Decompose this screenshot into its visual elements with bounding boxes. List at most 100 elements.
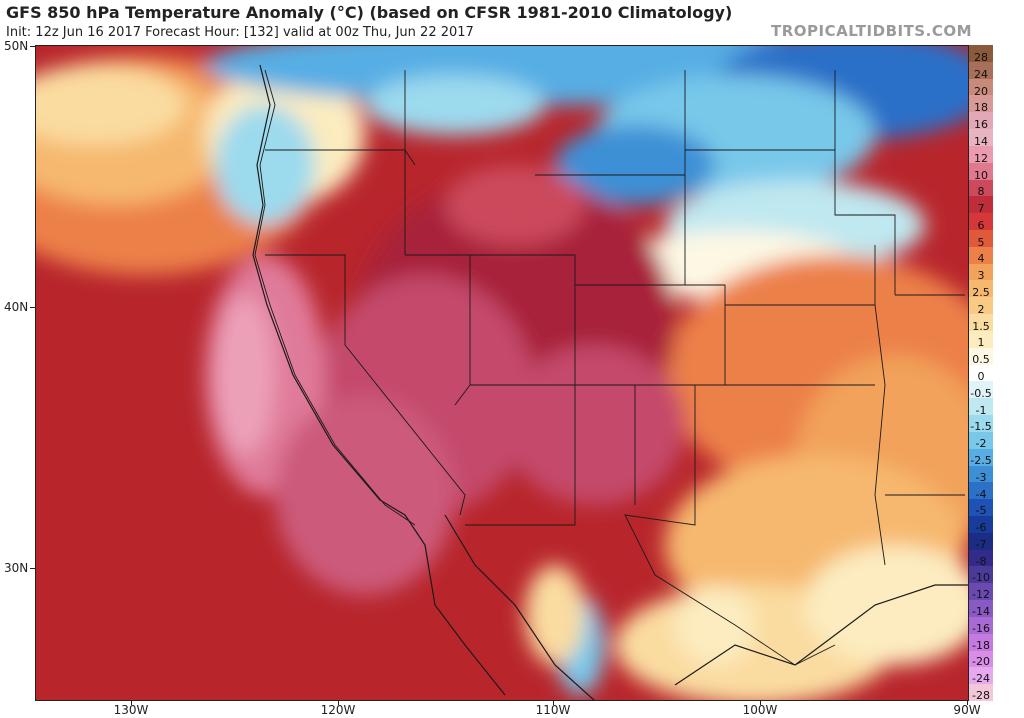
colorbar-swatch	[969, 78, 993, 96]
lat-label-50n: 50N	[4, 39, 29, 53]
lon-label-90w: 90W	[953, 703, 981, 717]
colorbar-swatch	[969, 415, 993, 433]
colorbar-label: -12	[972, 588, 990, 602]
colorbar-label: 10	[974, 168, 988, 182]
colorbar-label: -18	[972, 638, 990, 652]
lon-label-130w: 130W	[113, 703, 149, 717]
colorbar-swatch	[969, 263, 993, 281]
colorbar-label: 3	[977, 269, 985, 283]
colorbar-swatch	[969, 297, 993, 315]
colorbar-swatch	[969, 616, 993, 635]
colorbar-swatch	[969, 280, 993, 298]
colorbar-swatch	[969, 162, 993, 181]
colorbar-label: -1.5	[970, 420, 992, 434]
colorbar-label: -14	[972, 605, 990, 619]
colorbar-label: 14	[974, 134, 988, 148]
map-title: GFS 850 hPa Temperature Anomaly (°C) (ba…	[6, 3, 733, 22]
colorbar-swatch	[969, 45, 993, 63]
colorbar-label: -1	[975, 403, 987, 417]
colorbar-label: 6	[977, 218, 985, 232]
lon-tick-90w	[967, 701, 968, 705]
lat-label-30n: 30N	[4, 561, 29, 575]
colorbar-swatch	[969, 314, 993, 332]
lat-tick-50n	[30, 46, 35, 47]
colorbar-swatch	[969, 515, 993, 534]
anomaly-map	[35, 45, 969, 701]
lon-label-110w: 110W	[535, 703, 571, 717]
colorbar-swatch	[969, 61, 993, 80]
lon-tick-130w	[131, 701, 132, 705]
colorbar-label: 2.5	[972, 286, 990, 300]
colorbar-label: 12	[974, 151, 988, 165]
map-subtitle: Init: 12z Jun 16 2017 Forecast Hour: [13…	[6, 25, 474, 40]
colorbar-swatch	[969, 246, 993, 265]
colorbar-swatch	[969, 465, 993, 483]
colorbar-swatch	[969, 213, 993, 231]
baja-coastline	[444, 514, 596, 701]
lon-label-120w: 120W	[320, 703, 356, 717]
colorbar-swatch	[969, 499, 993, 517]
lon-label-100w: 100W	[742, 703, 778, 717]
colorbar-swatch	[969, 566, 993, 584]
colorbar-swatch	[969, 95, 993, 113]
colorbar-label: -10	[972, 571, 990, 585]
colorbar-swatch	[969, 145, 993, 164]
colorbar-swatch	[969, 230, 993, 248]
colorbar-label: -20	[972, 655, 990, 669]
colorbar-swatch	[969, 398, 993, 416]
map-graphic	[35, 45, 969, 701]
colorbar-swatch	[969, 431, 993, 450]
anomaly-shading	[35, 45, 969, 701]
colorbar-swatch	[969, 364, 993, 382]
west-coastline	[252, 64, 506, 696]
colorbar-label: -3	[975, 470, 987, 484]
lon-tick-120w	[338, 701, 339, 705]
colorbar-label: 8	[977, 185, 985, 199]
colorbar-swatch	[969, 482, 993, 500]
colorbar-label: 1	[977, 336, 985, 350]
colorbar-label: 0.5	[972, 353, 990, 367]
colorbar-swatch	[969, 129, 993, 147]
colorbar-label: -0.5	[970, 386, 992, 400]
brand-watermark: TROPICALTIDBITS.COM	[771, 22, 972, 40]
colorbar-swatch	[969, 600, 993, 618]
colorbar-label: 7	[977, 202, 985, 216]
colorbar	[969, 45, 993, 702]
colorbar-label: -5	[975, 504, 987, 518]
colorbar-label: -16	[972, 621, 990, 635]
colorbar-swatch	[969, 583, 993, 601]
colorbar-label: 4	[977, 252, 985, 266]
lon-tick-100w	[760, 701, 761, 705]
colorbar-label: -8	[975, 554, 987, 568]
colorbar-label: -28	[972, 689, 990, 702]
colorbar-swatch	[969, 330, 993, 349]
colorbar-swatch	[969, 633, 993, 652]
colorbar-swatch	[969, 549, 993, 567]
colorbar-label: -6	[975, 521, 987, 535]
colorbar-label: 1.5	[972, 319, 990, 333]
colorbar-label: -2	[975, 437, 987, 451]
colorbar-label: 20	[974, 84, 988, 98]
colorbar-label: 0	[977, 370, 985, 383]
colorbar-swatch	[969, 347, 993, 366]
colorbar-label: -2.5	[970, 453, 992, 467]
colorbar-label: 2	[977, 302, 985, 316]
colorbar-label: 18	[974, 101, 988, 115]
colorbar-swatch	[969, 448, 993, 466]
colorbar-swatch	[969, 196, 993, 214]
colorbar-label: 28	[974, 51, 988, 64]
colorbar-swatch	[969, 684, 993, 702]
lat-tick-40n	[30, 307, 35, 308]
colorbar-label: 16	[974, 118, 988, 132]
colorbar-label: -7	[975, 537, 987, 551]
lon-tick-110w	[553, 701, 554, 705]
lat-tick-30n	[30, 568, 35, 569]
gulf-coastline	[674, 584, 969, 686]
colorbar-label: -4	[975, 487, 987, 501]
colorbar-swatch	[969, 532, 993, 551]
colorbar-swatch	[969, 381, 993, 399]
colorbar-label: -24	[972, 672, 990, 686]
lat-label-40n: 40N	[4, 300, 29, 314]
colorbar-swatch	[969, 112, 993, 130]
colorbar-swatch	[969, 650, 993, 668]
